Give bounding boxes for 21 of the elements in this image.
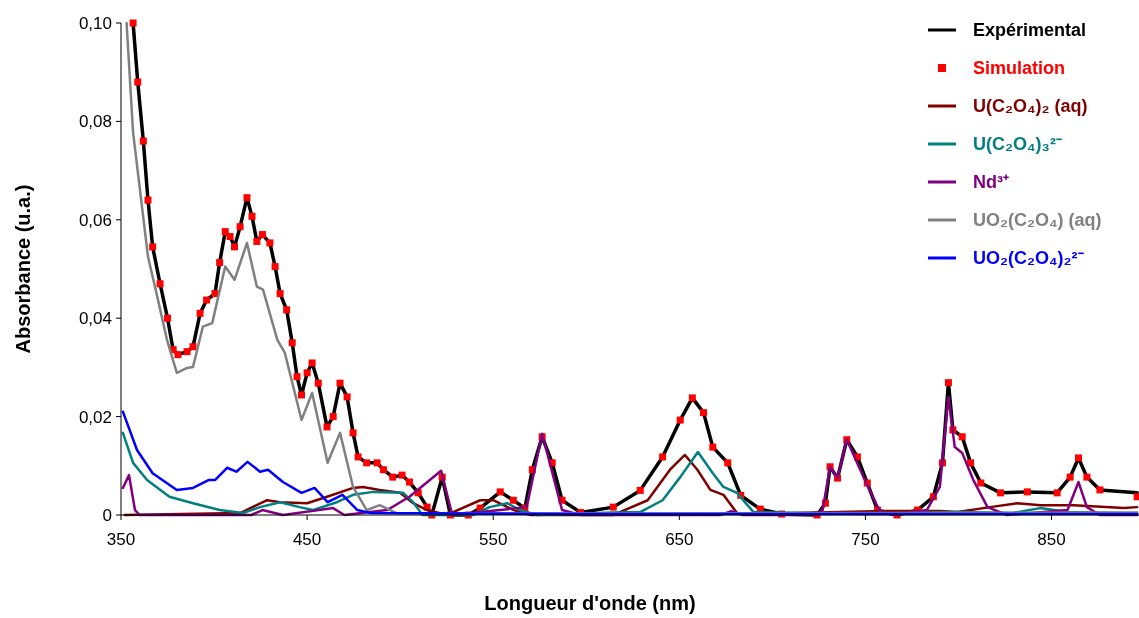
y-tick-label: 0,04 bbox=[78, 309, 112, 329]
y-tick-label: 0,10 bbox=[78, 13, 112, 33]
legend-label: U(C₂O₄)₃²⁻ bbox=[973, 134, 1062, 155]
y-tick-label: 0,08 bbox=[78, 112, 112, 132]
x-tick-label: 650 bbox=[665, 530, 694, 549]
legend-label: Nd³⁺ bbox=[973, 172, 1009, 193]
x-tick-label: 450 bbox=[292, 530, 322, 549]
y-axis-title: Absorbance (u.a.) bbox=[12, 184, 34, 354]
x-axis-title: Longueur d'onde (nm) bbox=[484, 592, 696, 614]
x-tick-label: 850 bbox=[1037, 530, 1066, 549]
x-tick-label: 350 bbox=[106, 530, 136, 549]
legend-label: Expérimental bbox=[973, 20, 1087, 41]
legend-label: UO₂(C₂O₄) (aq) bbox=[973, 210, 1102, 231]
y-tick-label: 0 bbox=[102, 505, 112, 525]
x-tick-label: 550 bbox=[479, 530, 508, 549]
y-tick-label: 0,06 bbox=[78, 210, 112, 230]
legend-label: Simulation bbox=[973, 58, 1066, 79]
y-tick-label: 0,02 bbox=[78, 407, 112, 427]
x-tick-label: 750 bbox=[851, 530, 880, 549]
legend-label: U(C₂O₄)₂ (aq) bbox=[973, 96, 1088, 117]
legend-label: UO₂(C₂O₄)₂²⁻ bbox=[973, 248, 1084, 269]
